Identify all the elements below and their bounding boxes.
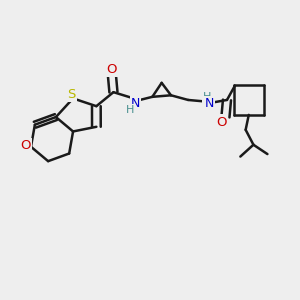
Text: O: O — [106, 63, 117, 76]
Text: H: H — [126, 105, 135, 115]
Text: N: N — [130, 97, 140, 110]
Text: O: O — [216, 116, 227, 128]
Text: H: H — [202, 92, 211, 102]
Text: N: N — [204, 98, 214, 110]
Text: S: S — [67, 88, 76, 101]
Text: O: O — [20, 139, 31, 152]
